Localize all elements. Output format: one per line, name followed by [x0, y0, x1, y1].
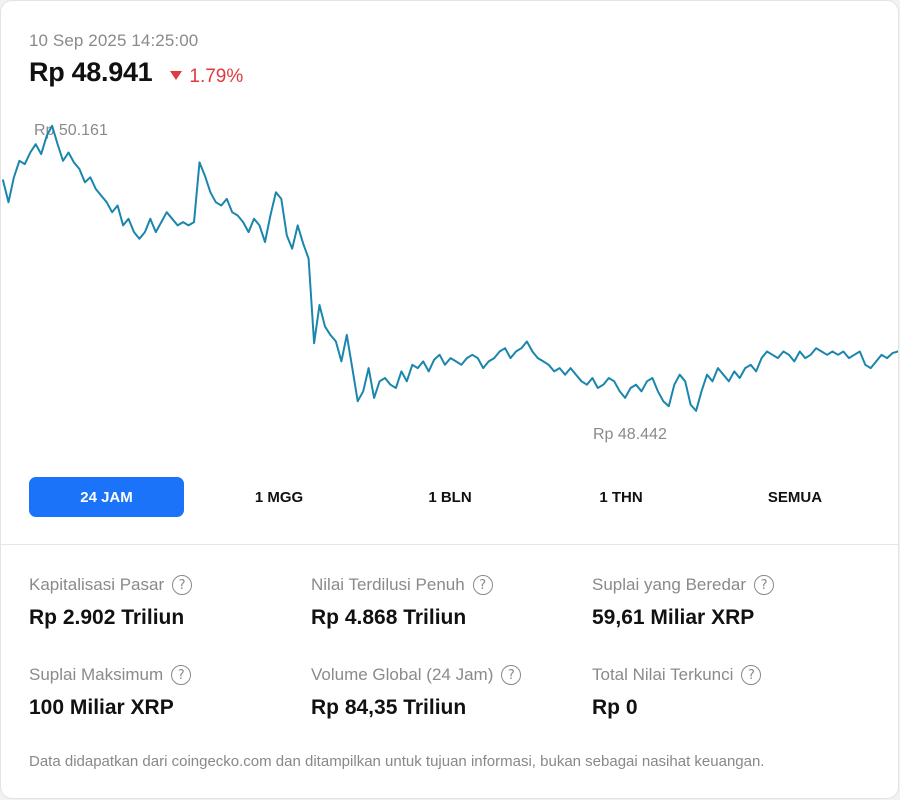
price-change: 1.79% — [170, 66, 243, 88]
stat-value: Rp 0 — [592, 696, 638, 719]
tab-1-thn[interactable]: 1 THN — [599, 488, 643, 506]
high-price-label: Rp 50.161 — [34, 122, 108, 139]
stat-market-cap: Kapitalisasi Pasar? Rp 2.902 Triliun — [29, 575, 309, 630]
price-row: Rp 48.941 1.79% — [29, 57, 243, 88]
price-line — [2, 124, 898, 412]
question-circle-icon[interactable]: ? — [472, 575, 493, 595]
stat-label: Suplai Maksimum — [29, 665, 164, 684]
tab-24-jam[interactable]: 24 JAM — [29, 477, 184, 517]
data-source-note: Data didapatkan dari coingecko.com dan d… — [29, 753, 765, 770]
stat-value: Rp 84,35 Triliun — [311, 696, 467, 719]
stat-total-value-locked: Total Nilai Terkunci? Rp 0 — [592, 665, 872, 720]
price-header: 10 Sep 2025 14:25:00 Rp 48.941 1.79% — [29, 31, 243, 88]
stat-circulating-supply: Suplai yang Beredar? 59,61 Miliar XRP — [592, 575, 872, 630]
stat-label: Total Nilai Terkunci — [592, 665, 734, 684]
stat-label: Suplai yang Beredar — [592, 575, 747, 594]
question-circle-icon[interactable]: ? — [754, 575, 775, 595]
tab-1-mgg[interactable]: 1 MGG — [254, 488, 304, 506]
stat-label: Kapitalisasi Pasar — [29, 575, 165, 594]
down-arrow-icon — [170, 71, 183, 80]
tab-semua[interactable]: SEMUA — [767, 488, 823, 506]
price-change-value: 1.79% — [189, 65, 244, 87]
stat-label: Volume Global (24 Jam) — [311, 665, 494, 684]
question-circle-icon[interactable]: ? — [171, 665, 192, 685]
divider — [1, 544, 898, 545]
stat-fully-diluted: Nilai Terdilusi Penuh? Rp 4.868 Triliun — [311, 575, 591, 630]
stat-value: Rp 4.868 Triliun — [311, 606, 467, 629]
current-price: Rp 48.941 — [29, 57, 153, 87]
stat-value: Rp 2.902 Triliun — [29, 606, 185, 629]
stat-value: 100 Miliar XRP — [29, 696, 174, 719]
question-circle-icon[interactable]: ? — [172, 575, 193, 595]
tab-1-bln[interactable]: 1 BLN — [428, 488, 472, 506]
question-circle-icon[interactable]: ? — [501, 665, 522, 685]
low-price-label: Rp 48.442 — [593, 426, 667, 443]
stat-label: Nilai Terdilusi Penuh — [311, 575, 465, 594]
stat-max-supply: Suplai Maksimum? 100 Miliar XRP — [29, 665, 309, 720]
stat-global-volume: Volume Global (24 Jam)? Rp 84,35 Triliun — [311, 665, 591, 720]
timeframe-tabs: 24 JAM 1 MGG 1 BLN 1 THN SEMUA — [29, 477, 874, 517]
question-circle-icon[interactable]: ? — [741, 665, 762, 685]
price-chart[interactable]: Rp 50.161 Rp 48.442 — [1, 111, 899, 451]
stat-value: 59,61 Miliar XRP — [592, 606, 755, 629]
timestamp: 10 Sep 2025 14:25:00 — [29, 31, 199, 50]
